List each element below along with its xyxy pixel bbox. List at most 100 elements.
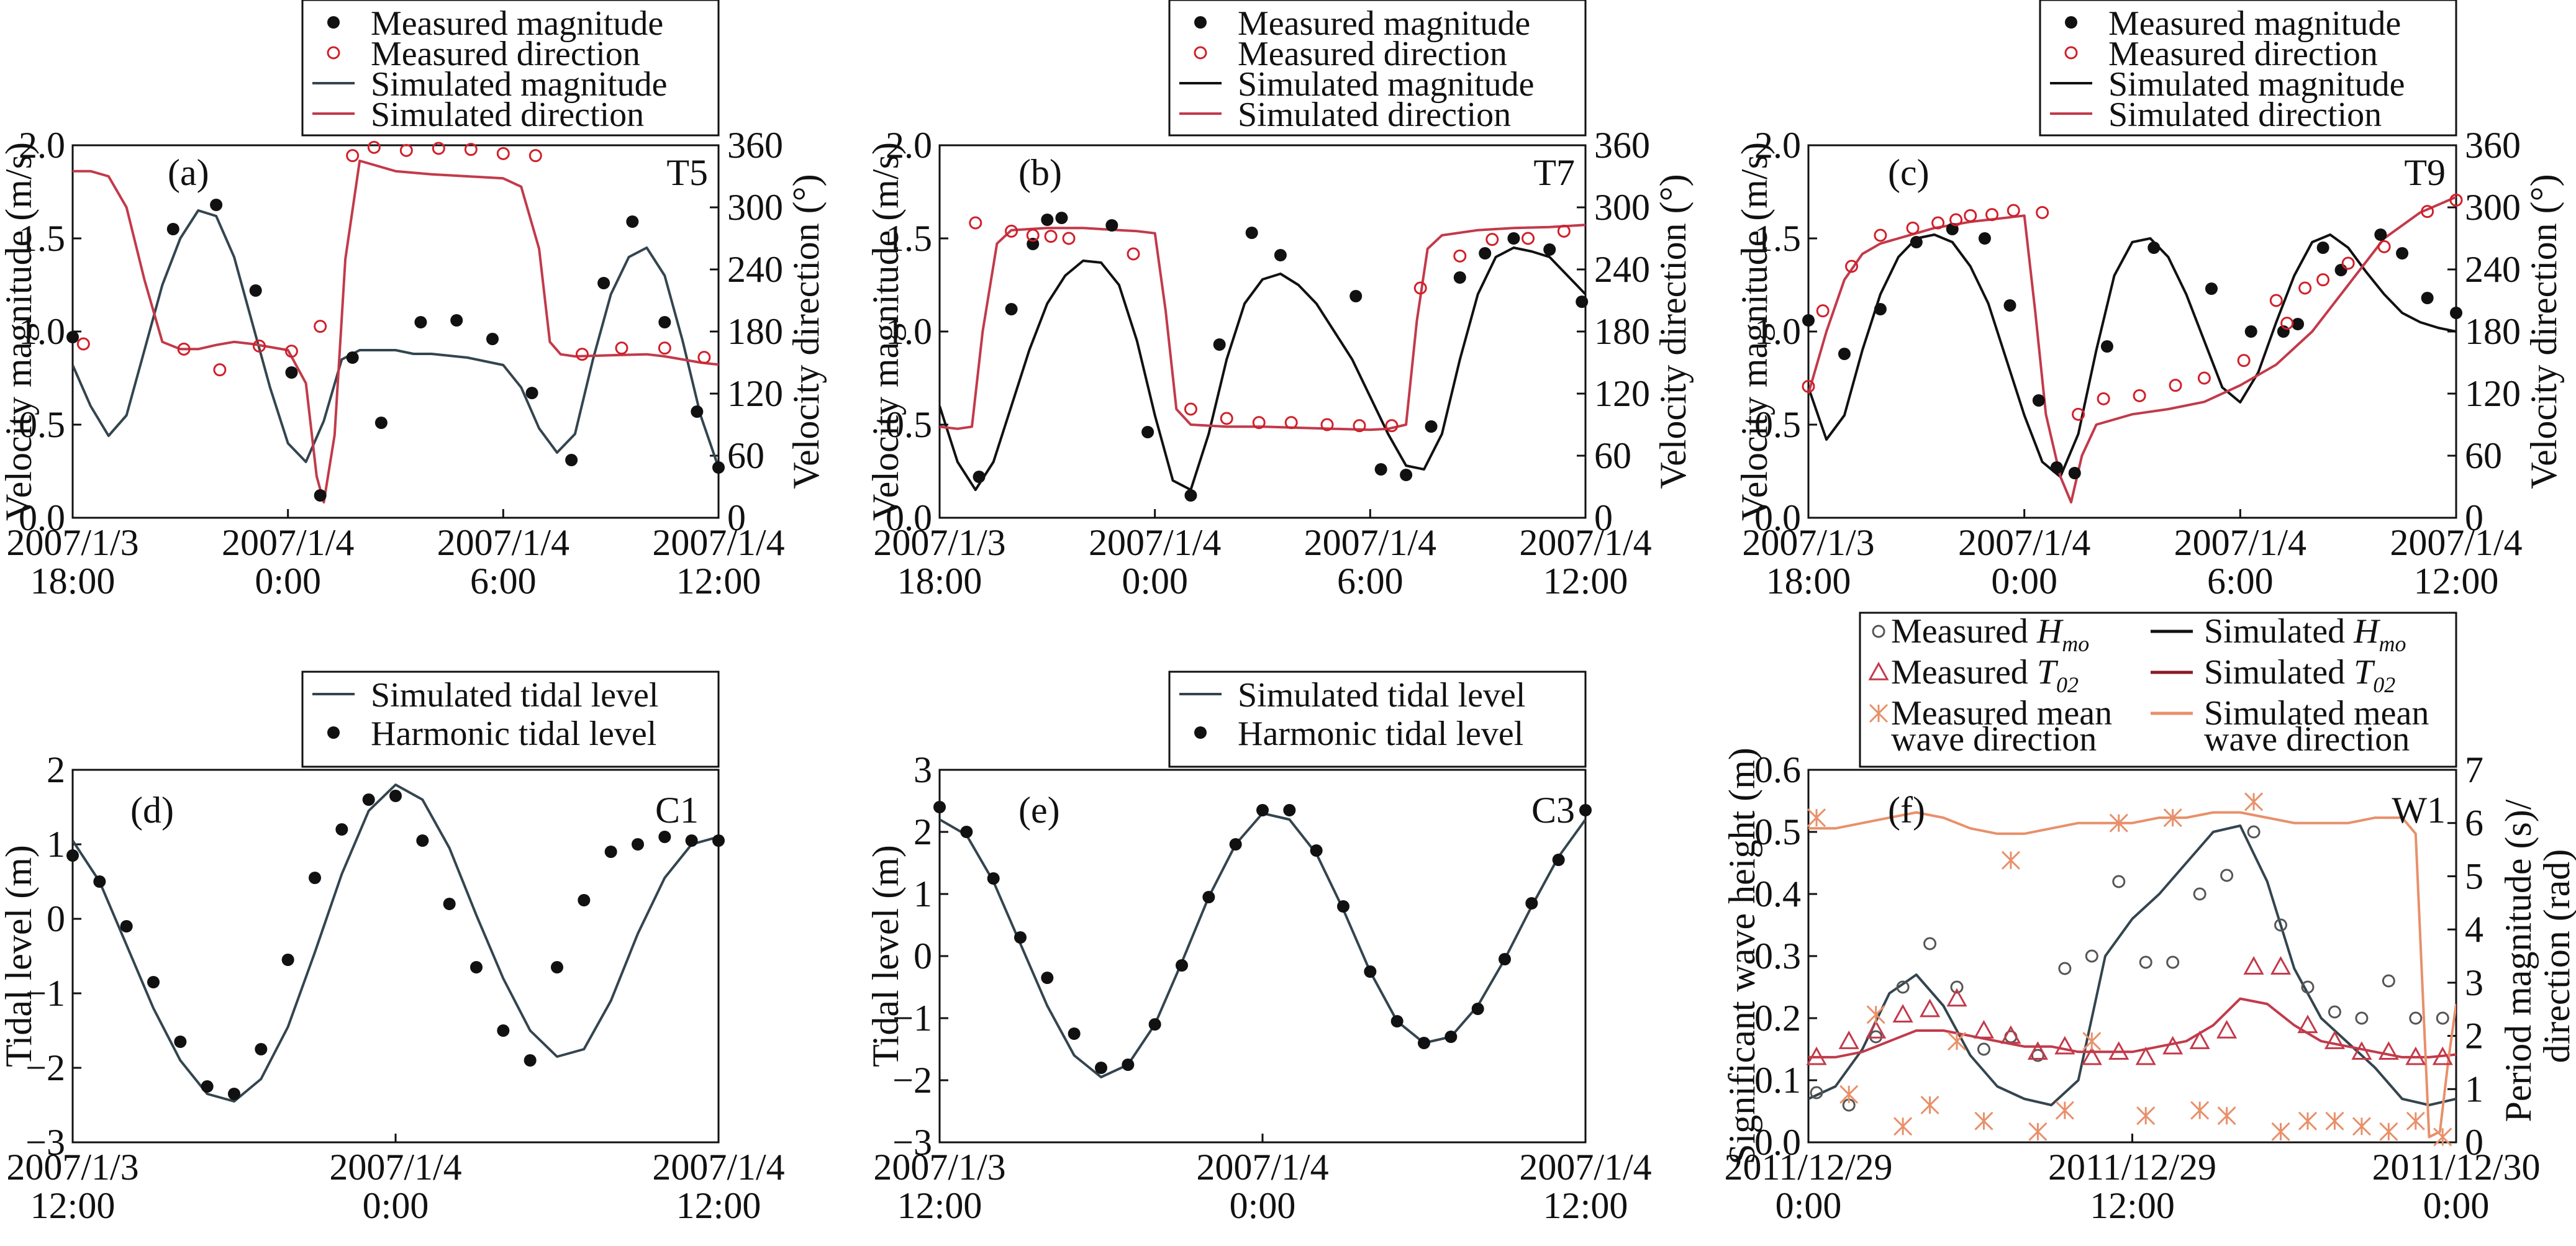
- y2-tick-label: 180: [727, 311, 783, 352]
- data-point-dot-19: [2396, 247, 2409, 260]
- data-point-circle-24: [2449, 193, 2463, 207]
- data-point-circle-6: [1949, 213, 1963, 227]
- data-point-dot-15: [2292, 318, 2305, 330]
- legend-label-second-line: wave direction: [2204, 720, 2410, 759]
- y-tick-label: −3: [892, 1122, 932, 1163]
- data-point-circle-8: [1985, 208, 1999, 222]
- data-point-circle-17: [1557, 224, 1571, 238]
- data-point-circle-12: [528, 149, 542, 163]
- plot-marks-c: 2007/1/318:002007/1/40:002007/1/46:00200…: [1742, 125, 2522, 602]
- y2-tick-label: 240: [1594, 249, 1650, 290]
- x-tick-label: 2007/1/3: [873, 522, 1005, 563]
- y2-tick-label: 120: [727, 373, 783, 414]
- legend-label: Measured magnitude: [2108, 4, 2401, 43]
- data-point-dot-17: [1507, 232, 1520, 245]
- data-point-circle-12: [2139, 955, 2152, 969]
- data-point-circle-19: [2298, 281, 2312, 295]
- y2-tick-label: 120: [1594, 373, 1650, 414]
- x-tick-label: 0:00: [1230, 1185, 1296, 1226]
- data-point-dot-21: [2450, 307, 2462, 319]
- data-point-dot-16: [691, 405, 704, 418]
- series-line-3: [1808, 824, 2456, 1106]
- x-tick-label: 2007/1/4: [1958, 522, 2090, 563]
- data-point-triangle-12: [2135, 1046, 2156, 1065]
- x-tick-label: 2007/1/4: [652, 1147, 784, 1188]
- data-point-triangle-1: [1838, 1031, 1859, 1049]
- x-tick-label: 12:00: [1543, 561, 1628, 602]
- x-tick-label: 2007/1/3: [6, 1147, 138, 1188]
- y2-tick-label: 300: [727, 187, 783, 228]
- y2-tick-label: 6: [2465, 803, 2483, 844]
- legend-label: Measured direction: [2108, 35, 2378, 73]
- y-tick-label: −1: [25, 973, 65, 1014]
- x-tick-label: 0:00: [1991, 561, 2057, 602]
- data-point-dot-9: [2068, 467, 2081, 479]
- data-point-dot-22: [658, 831, 671, 843]
- data-point-dot-12: [1374, 463, 1387, 476]
- data-point-dot-20: [2421, 292, 2434, 304]
- data-point-dot-13: [2244, 325, 2257, 338]
- data-point-star-1: [1839, 1085, 1859, 1104]
- data-point-circle-13: [1413, 281, 1427, 295]
- data-point-circle-20: [2316, 273, 2330, 287]
- legend-label-part: Simulated: [2204, 612, 2354, 651]
- legend-label: Harmonic tidal level: [1238, 715, 1523, 753]
- series-line-3: [73, 160, 719, 503]
- y2-tick-label: 360: [727, 125, 783, 166]
- data-point-dot-10: [486, 333, 499, 345]
- data-point-triangle-13: [2162, 1036, 2184, 1055]
- plot-area: [940, 812, 1585, 1078]
- x-tick-label: 12:00: [676, 561, 761, 602]
- data-point-circle-1: [1194, 46, 1207, 60]
- data-point-star-14: [2190, 1101, 2210, 1120]
- data-point-circle-13: [2166, 955, 2180, 969]
- series-line-4: [1808, 997, 2456, 1059]
- data-point-circle-8: [399, 143, 413, 157]
- legend-box-d: [301, 670, 720, 768]
- data-point-circle-20: [2355, 1011, 2369, 1025]
- data-point-circle-17: [2269, 294, 2283, 307]
- data-point-circle-4: [1906, 221, 1920, 235]
- data-point-circle-11: [2112, 875, 2126, 888]
- data-point-dot-21: [1499, 953, 1511, 965]
- plot-frame-c: [1807, 144, 2457, 519]
- legend-label: Simulated magnitude: [2108, 65, 2405, 104]
- data-point-dot-8: [414, 316, 427, 328]
- data-point-dot-6: [2003, 299, 2016, 312]
- data-point-circle-5: [1931, 216, 1945, 230]
- x-tick-label: 6:00: [2207, 561, 2274, 602]
- data-point-dot-0: [973, 471, 986, 483]
- data-point-circle-1: [327, 46, 340, 60]
- panel-label-f: (f): [1888, 790, 1925, 831]
- data-point-dot-18: [2374, 228, 2387, 241]
- data-point-dot-7: [2032, 394, 2045, 407]
- station-label-e: C3: [1531, 790, 1575, 831]
- y2-tick-label: 240: [2465, 249, 2521, 290]
- data-point-triangle-20: [2351, 1041, 2372, 1060]
- y-tick-label: 0.0: [1754, 1122, 1801, 1163]
- data-point-circle-2: [1845, 260, 1859, 273]
- data-point-circle-13: [2133, 389, 2146, 402]
- data-point-dot-18: [551, 961, 563, 973]
- legend-label: Simulated direction: [1238, 96, 1511, 134]
- y-tick-label: 1.5: [1754, 218, 1801, 259]
- data-point-star-12: [2136, 1106, 2156, 1126]
- data-point-circle-19: [2328, 1005, 2341, 1019]
- y-tick-label: −3: [25, 1122, 65, 1163]
- legend-label: Simulated T02: [2204, 653, 2395, 697]
- data-point-triangle-14: [2189, 1031, 2210, 1049]
- data-point-star-4: [1920, 1095, 1939, 1115]
- data-point-star-18: [2298, 1111, 2318, 1131]
- x-tick-label: 2007/1/4: [437, 522, 569, 563]
- data-point-circle-0: [969, 216, 982, 230]
- y-tick-label: 0.5: [886, 404, 932, 445]
- data-point-dot-1: [1005, 303, 1018, 315]
- data-point-circle-13: [575, 348, 589, 361]
- x-tick-label: 2007/1/4: [1519, 1147, 1651, 1188]
- data-point-dot-21: [632, 838, 644, 851]
- x-tick-label: 18:00: [897, 561, 982, 602]
- panel-label-d: (d): [130, 790, 174, 831]
- panel-label-c: (c): [1888, 152, 1930, 193]
- y-tick-label: 0.5: [19, 404, 65, 445]
